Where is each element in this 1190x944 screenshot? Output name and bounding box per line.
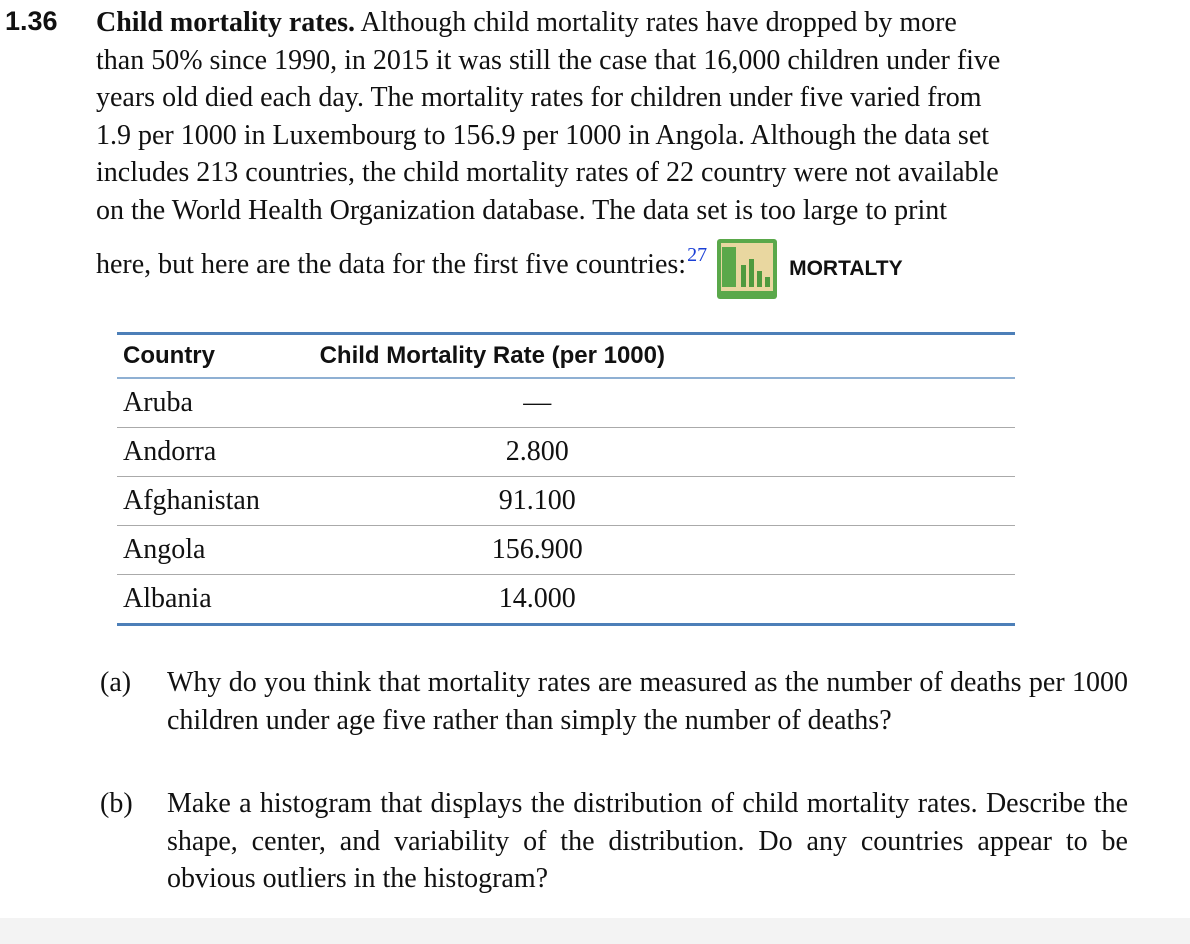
part-label: (a) (100, 667, 132, 698)
dataset-name[interactable]: MORTALTY (789, 257, 903, 280)
header-cell: Country (117, 333, 320, 379)
text: Although child mortality rates have drop… (360, 7, 957, 38)
country-cell: Andorra (117, 427, 320, 477)
line: on the World Health Organization databas… (96, 194, 948, 226)
part-label: (b) (100, 788, 133, 819)
footer-band (0, 918, 1190, 944)
part-text: Make a histogram that displays the distr… (167, 788, 1128, 894)
rate-cell: 156.900 (319, 525, 1015, 575)
part-text: Why do you think that mortality rates ar… (167, 667, 1128, 736)
rate-cell: 14.000 (498, 583, 576, 614)
line: than 50% since 1990, in 2015 it was stil… (96, 44, 1001, 76)
line: 1.9 per 1000 in Luxembourg to 156.9 per … (96, 119, 990, 151)
header-cell: Child Mortality Rate (per 1000) (319, 333, 1015, 379)
rate-cell: 2.800 (319, 427, 1015, 477)
header-row: Country Child Mortality Rate (per 1000) (117, 333, 1015, 379)
country-cell: Angola (117, 525, 320, 575)
line: years old died each day. The mortality r… (96, 82, 982, 113)
rate-cell: 91.100 (319, 476, 1015, 526)
country-cell: Aruba (117, 378, 320, 428)
part: (a) Why do you think that mortality rate… (100, 664, 1128, 739)
exercise-title: Child mortality rates. (96, 7, 355, 38)
line: includes 213 countries, the child mortal… (96, 157, 999, 188)
data-table: Country Child Mortality Rate (per 1000) … (117, 332, 1015, 626)
table-row: Afghanistan 91.100 (117, 476, 1015, 526)
footnote[interactable]: 27 (687, 244, 708, 266)
table-row: Aruba — (117, 378, 1015, 428)
line: here, but here are the data for the firs… (96, 231, 1000, 299)
text: here, but here are the data for the firs… (96, 249, 687, 280)
table-row: Andorra 2.800 (117, 427, 1015, 477)
data-icon[interactable] (717, 239, 778, 299)
country-cell: Afghanistan (117, 476, 320, 526)
table-row: Albania 14.000 (117, 575, 1015, 625)
line: Child mortality rates. Although child mo… (96, 4, 1000, 42)
exercise-number: 1.36 (5, 6, 58, 36)
rate-cell: — (319, 378, 1015, 428)
exercise-body: Child mortality rates. Although child mo… (96, 4, 1000, 299)
country-cell: Albania (123, 583, 212, 614)
part: (b) Make a histogram that displays the d… (100, 785, 1128, 898)
table-row: Angola 156.900 (117, 525, 1015, 575)
